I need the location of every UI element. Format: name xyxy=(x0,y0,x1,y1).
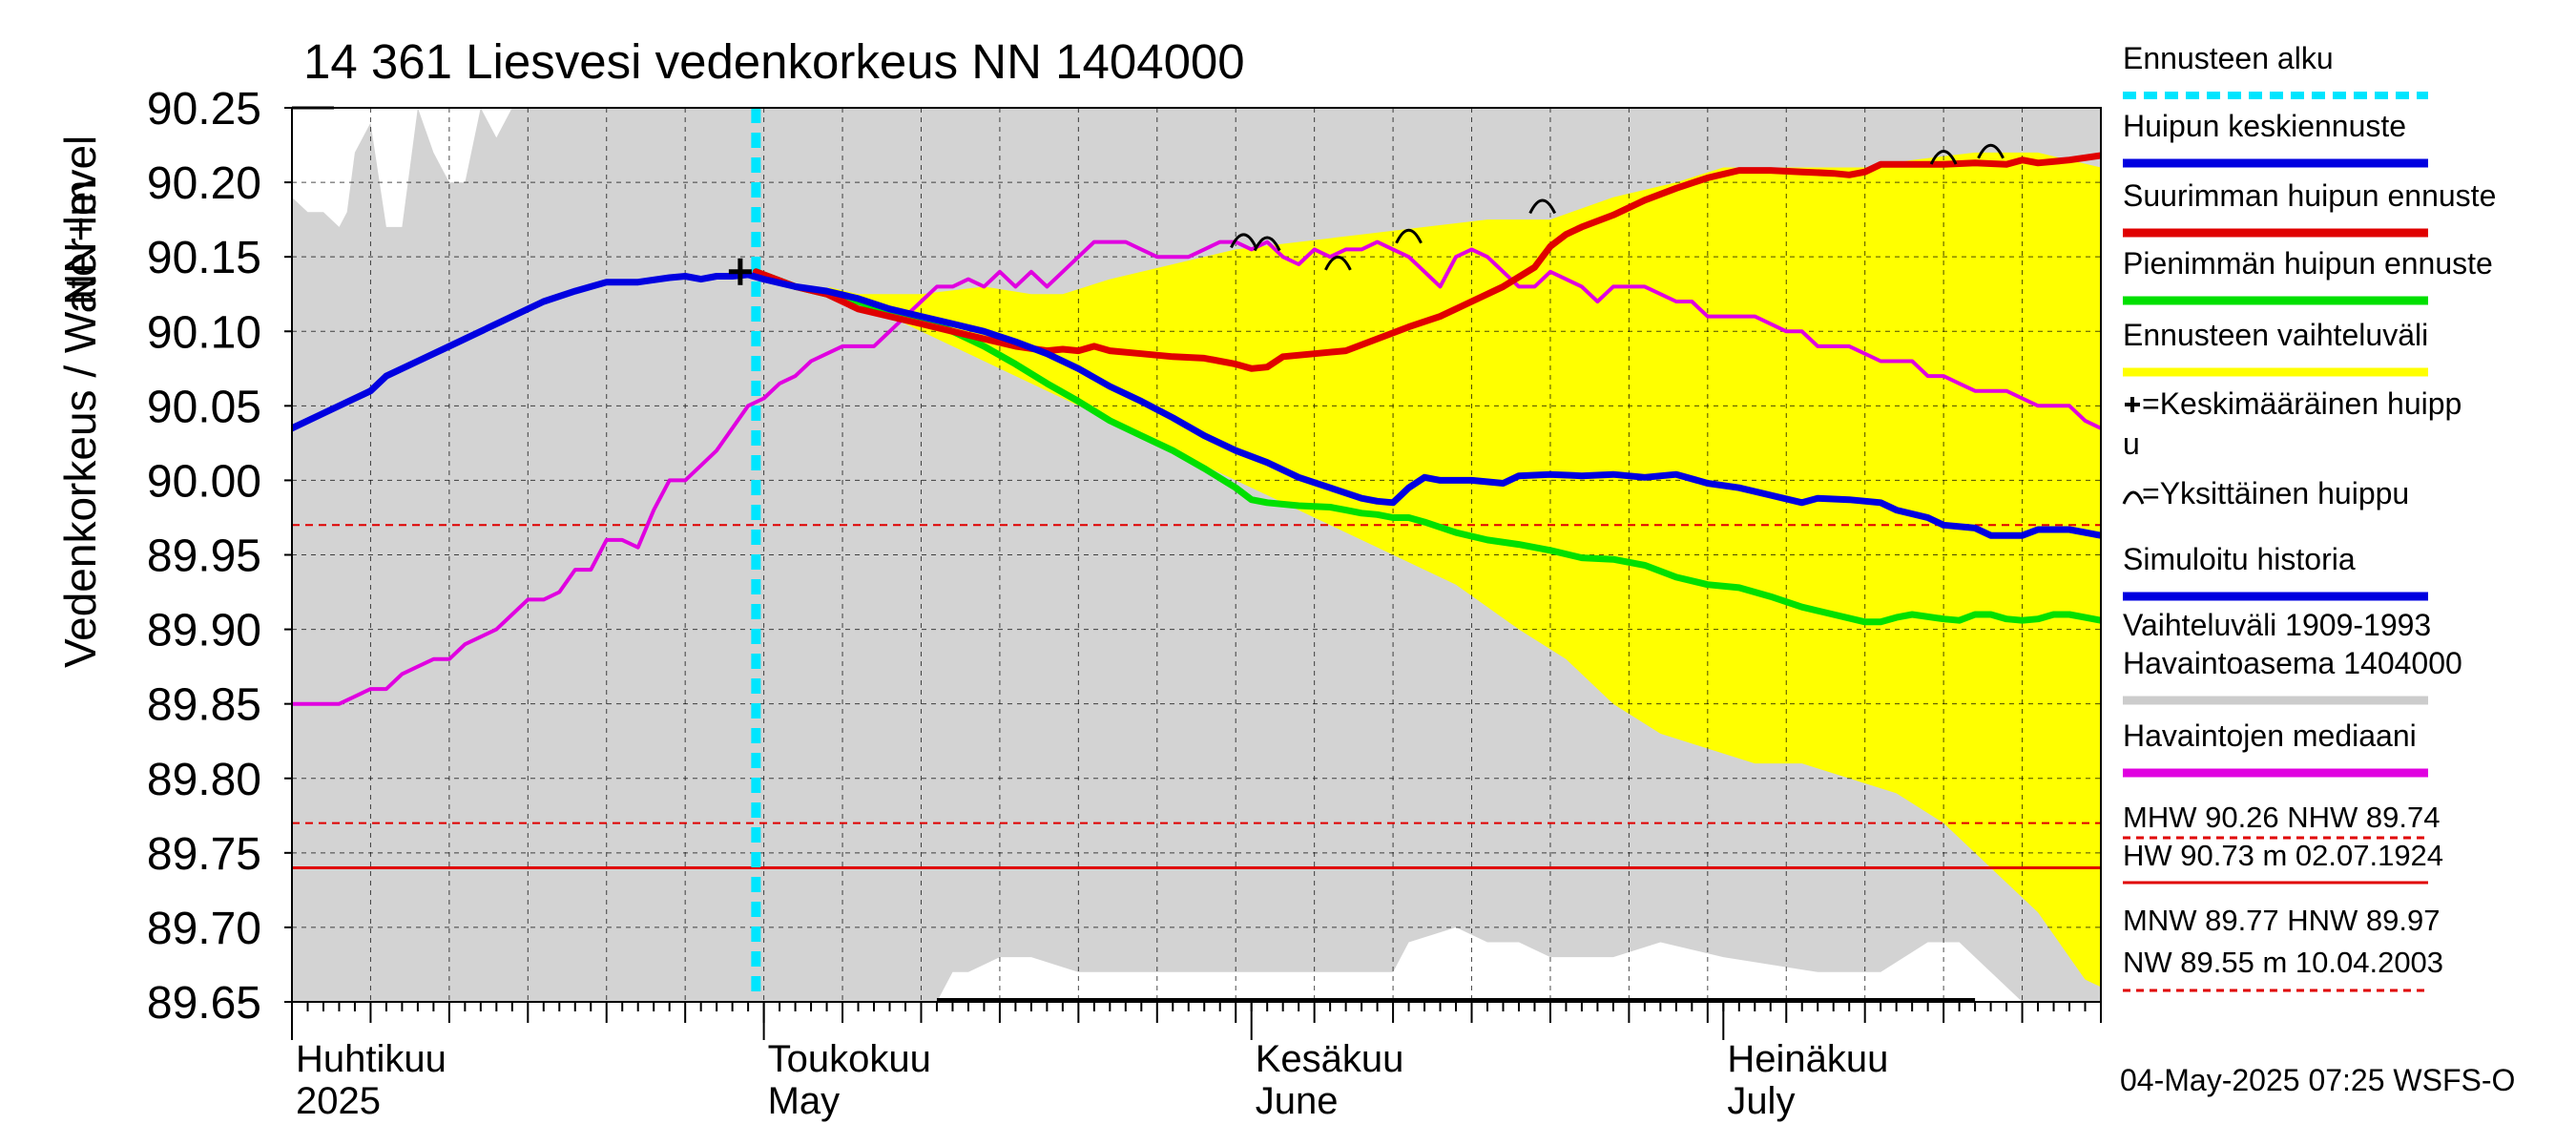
x-month-label-en: 2025 xyxy=(296,1080,381,1122)
x-month-label-en: May xyxy=(768,1080,841,1122)
y-tick-label: 89.80 xyxy=(147,755,261,805)
footer-timestamp: 04-May-2025 07:25 WSFS-O xyxy=(2120,1063,2515,1097)
y-tick-label: 89.75 xyxy=(147,829,261,880)
x-month-label-fi: Kesäkuu xyxy=(1256,1038,1404,1080)
individual-peak-marker xyxy=(1253,236,1281,252)
individual-peak-marker xyxy=(1324,255,1352,271)
legend-label: Suurimman huipun ennuste xyxy=(2123,178,2496,213)
individual-peak-marker xyxy=(1395,228,1423,244)
y-tick-label: 89.90 xyxy=(147,606,261,656)
legend-label: Ennusteen vaihteluväli xyxy=(2123,318,2428,352)
legend-arc xyxy=(2122,490,2145,505)
legend-label: Ennusteen alku xyxy=(2123,41,2334,75)
y-tick-label: 90.20 xyxy=(147,158,261,209)
x-month-label-en: June xyxy=(1256,1080,1339,1122)
individual-peak-marker xyxy=(1977,143,2005,159)
x-month-label-fi: Heinäkuu xyxy=(1727,1038,1888,1080)
plot-content xyxy=(292,108,2101,1002)
legend-label: =Yksittäinen huippu xyxy=(2142,476,2409,510)
legend-label: Huipun keskiennuste xyxy=(2123,109,2406,143)
x-month-label-fi: Huhtikuu xyxy=(296,1038,447,1080)
chart-title: 14 361 Liesvesi vedenkorkeus NN 1404000 xyxy=(303,34,1245,89)
series-line-0 xyxy=(292,271,2101,539)
legend: Ennusteen alku Huipun keskiennuste Suurimm… xyxy=(2122,41,2496,778)
legend-label-2: u xyxy=(2123,427,2140,461)
y-tick-label: 90.25 xyxy=(147,84,261,135)
y-tick-label: 89.70 xyxy=(147,904,261,954)
stats-line-3: MNW 89.77 HNW 89.97 xyxy=(2123,904,2441,937)
legend-label: Simuloitu historia xyxy=(2123,542,2356,576)
y-tick-label: 89.65 xyxy=(147,978,261,1029)
stats-line-2: HW 90.73 m 02.07.1924 xyxy=(2123,839,2443,872)
y-tick-label: 90.10 xyxy=(147,307,261,358)
y-tick-label: 89.95 xyxy=(147,531,261,582)
series-line-2 xyxy=(752,268,2101,626)
stats-line-4: NW 89.55 m 10.04.2003 xyxy=(2123,946,2443,979)
series-line-3 xyxy=(292,239,2101,706)
y-axis-label: Vedenkorkeus / Water level xyxy=(55,135,105,668)
y-axis-unit: NN+m xyxy=(55,179,105,305)
legend-label: =Keskimääräinen huipp xyxy=(2142,386,2462,421)
individual-peak-marker xyxy=(1230,233,1257,249)
y-tick-label: 90.05 xyxy=(147,382,261,432)
legend-label: Pienimmän huipun ennuste xyxy=(2123,246,2493,281)
stats-line-1: MHW 90.26 NHW 89.74 xyxy=(2123,801,2441,834)
forecast-range-band xyxy=(756,152,2101,988)
y-tick-label: 90.00 xyxy=(147,456,261,507)
x-month-label-en: July xyxy=(1727,1080,1795,1122)
series-line-1 xyxy=(752,152,2101,372)
x-month-label-fi: Toukokuu xyxy=(768,1038,931,1080)
legend-label: Vaihteluväli 1909-1993 xyxy=(2123,608,2431,642)
legend-label: Havaintojen mediaani xyxy=(2123,718,2417,753)
statistics-block: MHW 90.26 NHW 89.74 HW 90.73 m 02.07.192… xyxy=(2123,801,2443,992)
individual-peak-marker xyxy=(1528,198,1557,215)
individual-peak-marker xyxy=(1929,150,1958,165)
y-axis: 89.65 89.70 89.75 89.80 89.85 89.90 89.95 90.00… xyxy=(147,84,334,1029)
plot-area xyxy=(291,107,2102,1003)
y-tick-label: 90.15 xyxy=(147,233,261,283)
legend-label-2: Havaintoasema 1404000 xyxy=(2123,646,2462,680)
y-tick-label: 89.85 xyxy=(147,680,261,731)
